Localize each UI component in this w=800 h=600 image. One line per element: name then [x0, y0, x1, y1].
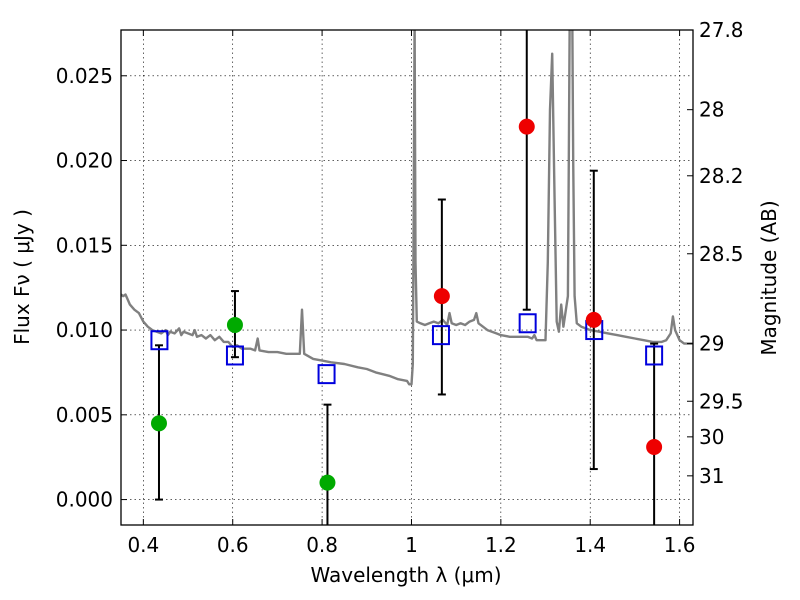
plot-frame: [120, 29, 694, 526]
model-spectrum-line: [121, 30, 693, 386]
x-tick-label: 0.6: [217, 533, 249, 557]
right-tick-label: 28.2: [699, 164, 744, 188]
right-axis-label: Magnitude (AB): [757, 200, 781, 355]
model-photometry-square: [150, 330, 169, 351]
x-tick-label: 0.8: [306, 533, 338, 557]
observed-point: [518, 118, 535, 135]
x-tick-label: 0.4: [127, 533, 159, 557]
observed-point: [150, 415, 167, 432]
right-tick-label: 29.5: [699, 389, 744, 413]
axis-ticks: 0.4 0.6 0.8 1 1.2 1.4 1.6 0.000 0.005 0.010 0.015 0…: [56, 18, 744, 557]
model-photometry-square: [317, 364, 336, 385]
x-tick-label: 1.6: [664, 533, 696, 557]
model-photometry-square: [518, 313, 537, 334]
y-tick-label: 0.015: [56, 233, 113, 257]
x-tick-label: 1.4: [574, 533, 606, 557]
right-tick-label: 28: [699, 98, 724, 122]
y-tick-label: 0.020: [56, 149, 113, 173]
right-tick-label: 30: [699, 425, 724, 449]
y-tick-label: 0.010: [56, 318, 113, 342]
model-photometry-points: [150, 313, 664, 385]
observed-point: [433, 288, 450, 305]
observed-points: [150, 118, 663, 491]
y-tick-label: 0.000: [56, 488, 113, 512]
y-axis-label: Flux Fν ( μJy ): [10, 209, 34, 345]
model-photometry-square: [225, 345, 244, 366]
observed-point: [646, 439, 663, 456]
observed-point: [585, 311, 602, 328]
right-tick-label: 31: [699, 464, 724, 488]
right-tick-label: 27.8: [699, 18, 744, 42]
observed-point: [319, 474, 336, 491]
x-tick-label: 1: [405, 533, 418, 557]
y-tick-label: 0.025: [56, 64, 113, 88]
model-photometry-square: [645, 345, 664, 366]
grid: [121, 30, 693, 525]
x-axis-label: Wavelength λ (μm): [310, 563, 501, 587]
errorbars: [154, 30, 659, 525]
x-tick-label: 1.2: [485, 533, 517, 557]
observed-point: [226, 316, 243, 333]
plot-area: [121, 30, 693, 525]
right-tick-label: 29: [699, 332, 724, 356]
right-tick-label: 28.5: [699, 242, 744, 266]
model-photometry-square: [431, 325, 450, 346]
y-tick-label: 0.005: [56, 403, 113, 427]
